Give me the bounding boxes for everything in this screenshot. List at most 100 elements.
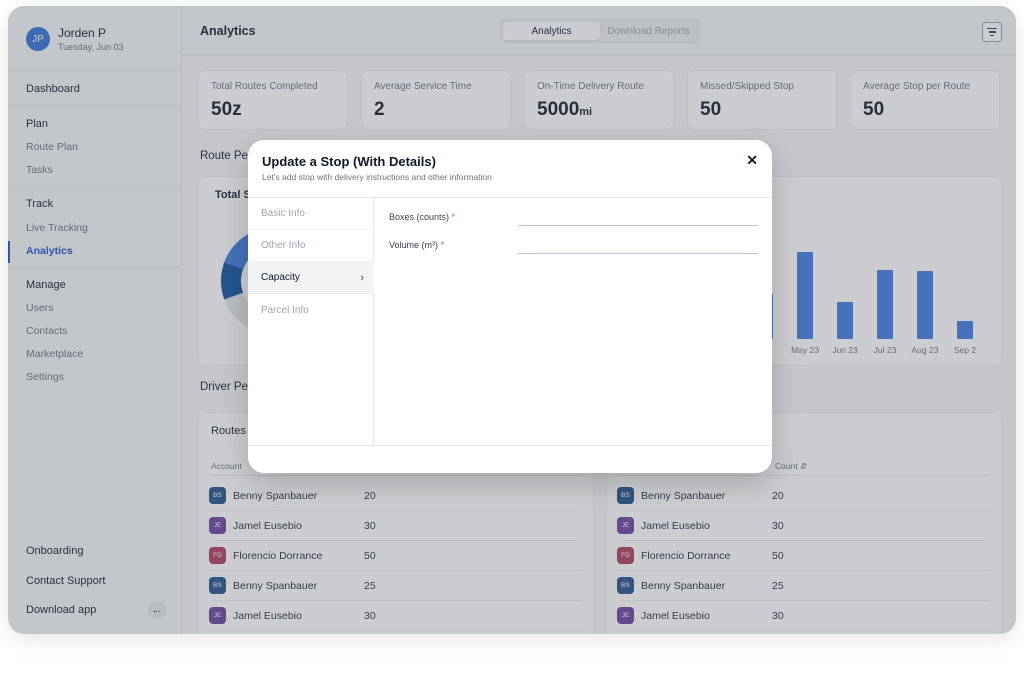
table-row[interactable]: BS Benny Spanbauer 20 <box>607 481 1001 511</box>
sidebar-item-contact-support[interactable]: Contact Support <box>26 575 106 587</box>
table-row[interactable]: JE Jamel Eusebio 30 <box>199 511 593 541</box>
divider <box>8 267 182 268</box>
sidebar-item-contacts[interactable]: Contacts <box>26 325 68 337</box>
column-header-count[interactable]: Count ⇵ <box>775 461 808 471</box>
sort-icon[interactable]: ⇵ <box>800 461 808 471</box>
sidebar-item-settings[interactable]: Settings <box>26 371 64 383</box>
table-row[interactable]: BS Benny Spanbauer 25 <box>607 571 1001 601</box>
section-title-driver-performance: Driver Pe <box>200 381 248 393</box>
column-header-account[interactable]: Account <box>211 461 242 471</box>
driver-name: Jamel Eusebio <box>233 520 302 532</box>
sidebar-section-track: Track <box>26 198 54 210</box>
divider <box>8 186 182 187</box>
modal-nav-capacity[interactable]: Capacity › <box>248 262 374 294</box>
route-count: 30 <box>364 610 376 622</box>
avatar: FD <box>209 547 226 564</box>
user-profile[interactable]: JP Jorden P Tuesday, Jun 03 <box>26 26 124 52</box>
tab-analytics[interactable]: Analytics <box>503 22 600 40</box>
table-row[interactable]: JE Jamel Eusebio 30 <box>607 601 1001 631</box>
arrow-left-icon[interactable]: ← <box>148 601 166 619</box>
avatar: JE <box>617 607 634 624</box>
sidebar-item-tasks[interactable]: Tasks <box>26 164 53 176</box>
sidebar-section-manage: Manage <box>26 279 66 291</box>
route-count: 25 <box>364 580 376 592</box>
sidebar: JP Jorden P Tuesday, Jun 03 Dashboard Pl… <box>8 6 182 634</box>
stat-value: 50z <box>211 99 242 120</box>
chevron-right-icon: › <box>360 271 364 284</box>
boxes-label: Boxes (counts) * <box>389 212 456 222</box>
page-title: Analytics <box>200 24 256 38</box>
route-count: 30 <box>772 520 784 532</box>
close-icon[interactable]: ✕ <box>746 152 758 168</box>
modal-nav-other-info[interactable]: Other Info <box>248 230 374 262</box>
table-row[interactable]: JE Jamel Eusebio 30 <box>199 601 593 631</box>
user-name: Jorden P <box>58 26 107 40</box>
sidebar-item-analytics[interactable]: Analytics <box>26 245 73 257</box>
avatar: BS <box>617 577 634 594</box>
x-tick-label: May 23 <box>791 345 819 355</box>
route-count: 30 <box>772 610 784 622</box>
avatar: JE <box>617 517 634 534</box>
card-title: Total S <box>215 189 251 201</box>
modal-nav: Basic Info Other Info Capacity › Parcel I… <box>248 198 374 445</box>
table-row[interactable]: BS Benny Spanbauer 25 <box>199 571 593 601</box>
chart-bar[interactable] <box>877 269 893 339</box>
driver-name: Jamel Eusebio <box>233 610 302 622</box>
table-row[interactable]: BS Benny Spanbauer 20 <box>199 481 593 511</box>
table-row[interactable]: FD Florencio Dorrance 50 <box>607 541 1001 571</box>
tab-download-reports[interactable]: Download Reports <box>607 25 690 37</box>
driver-name: Benny Spanbauer <box>233 490 318 502</box>
top-header: Analytics Analytics Download Reports <box>182 6 1016 56</box>
avatar: BS <box>209 487 226 504</box>
route-count: 30 <box>364 520 376 532</box>
modal-nav-parcel-info[interactable]: Parcel Info <box>261 304 309 316</box>
stat-label: Average Stop per Route <box>863 81 971 92</box>
avatar: FD <box>617 547 634 564</box>
x-tick-label: Jun 23 <box>832 345 858 355</box>
route-count: 25 <box>772 580 784 592</box>
avatar: JE <box>209 607 226 624</box>
active-indicator <box>8 241 10 263</box>
update-stop-modal: Update a Stop (With Details) Let's add s… <box>248 140 772 473</box>
driver-name: Benny Spanbauer <box>641 580 726 592</box>
sidebar-item-live-tracking[interactable]: Live Tracking <box>26 222 88 234</box>
chart-bar[interactable] <box>917 270 933 339</box>
route-count: 50 <box>772 550 784 562</box>
route-count: 20 <box>772 490 784 502</box>
divider <box>248 445 772 446</box>
table-row[interactable]: FD Florencio Dorrance 50 <box>199 541 593 571</box>
sidebar-item-route-plan[interactable]: Route Plan <box>26 141 78 153</box>
sidebar-item-onboarding[interactable]: Onboarding <box>26 545 84 557</box>
route-count: 20 <box>364 490 376 502</box>
count-table-card: Count ⇵ BS Benny Spanbauer 20 JE Jamel Euseb… <box>606 412 1002 634</box>
driver-name: Benny Spanbauer <box>641 490 726 502</box>
x-tick-label: Aug 23 <box>911 345 939 355</box>
divider <box>8 105 182 106</box>
chart-bar[interactable] <box>957 321 973 339</box>
stat-value: 5000mi <box>537 99 593 120</box>
filter-icon[interactable] <box>982 22 1002 42</box>
chart-bar[interactable] <box>797 252 813 339</box>
table-row[interactable]: JE Jamel Eusebio 30 <box>607 511 1001 541</box>
modal-title: Update a Stop (With Details) <box>262 154 436 169</box>
modal-nav-basic-info[interactable]: Basic Info <box>248 198 374 230</box>
x-tick-label: Sep 2 <box>953 345 977 355</box>
stat-card: Total Routes Completed 50z <box>198 70 348 130</box>
chart-bar[interactable] <box>837 301 853 339</box>
sidebar-item-users[interactable]: Users <box>26 302 54 314</box>
stat-value: 50 <box>700 99 722 120</box>
volume-field[interactable] <box>518 238 758 254</box>
boxes-field[interactable] <box>518 210 758 226</box>
stat-card: Missed/Skipped Stop 50 <box>687 70 837 130</box>
sidebar-section-plan: Plan <box>26 118 49 130</box>
stat-label: Total Routes Completed <box>211 81 318 92</box>
sidebar-item-download-app[interactable]: Download app <box>26 604 97 616</box>
stat-label: Average Service Time <box>374 81 472 92</box>
stat-label: Missed/Skipped Stop <box>700 81 794 92</box>
divider <box>8 70 182 71</box>
divider <box>248 197 772 198</box>
volume-label: Volume (m³) * <box>389 240 445 250</box>
sidebar-item-dashboard[interactable]: Dashboard <box>26 83 80 95</box>
x-tick-label: Jul 23 <box>873 345 897 355</box>
sidebar-item-marketplace[interactable]: Marketplace <box>26 348 84 360</box>
